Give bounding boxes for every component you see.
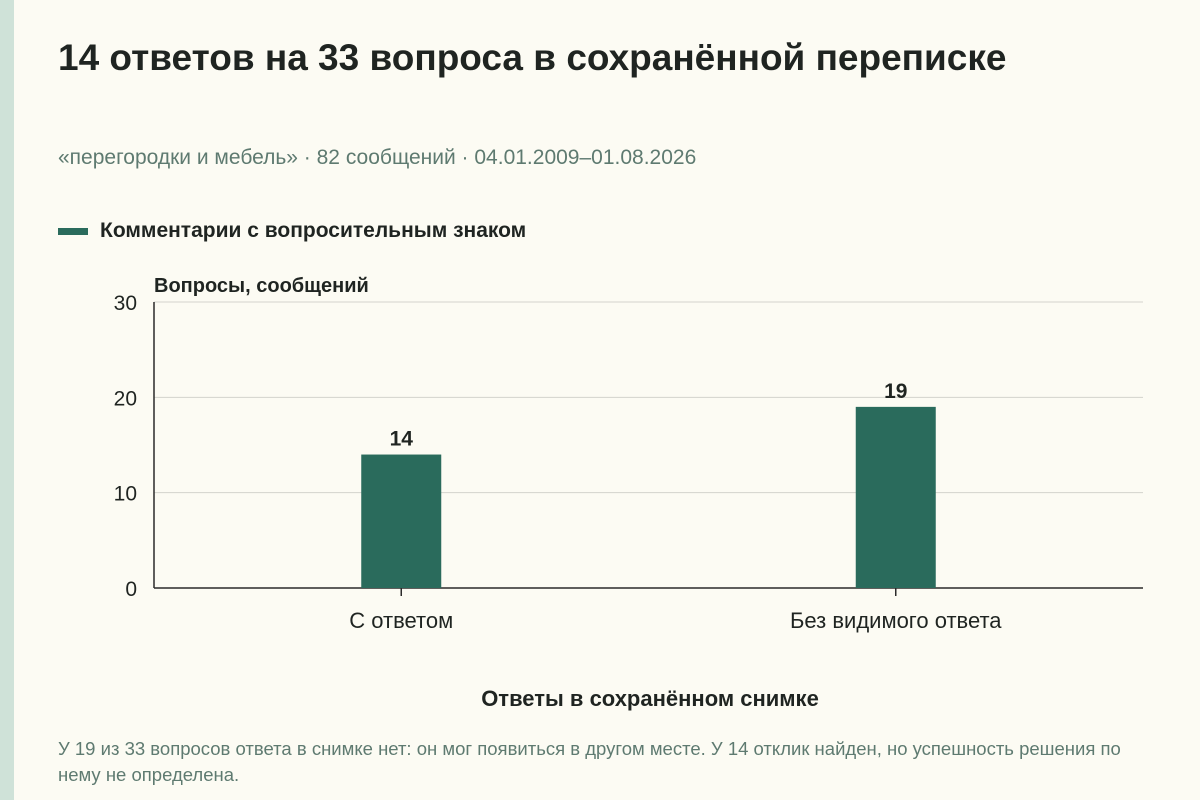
page-title: 14 ответов на 33 вопроса в сохранённой п… <box>58 37 1007 78</box>
bar <box>855 406 936 588</box>
legend-swatch <box>58 227 88 235</box>
y-tick-label: 0 <box>125 578 137 601</box>
x-axis-title: Ответы в сохранённом снимке <box>481 686 819 711</box>
y-tick-label: 20 <box>114 387 137 410</box>
footnote: У 19 из 33 вопросов ответа в снимке нет:… <box>58 738 1121 785</box>
y-tick-label: 30 <box>114 292 137 315</box>
accent-stripe <box>0 0 14 800</box>
x-tick-label: Без видимого ответа <box>790 608 1002 633</box>
subtitle: «перегородки и мебель» · 82 сообщений · … <box>58 146 697 169</box>
bar-value-label: 19 <box>884 380 907 403</box>
legend-label: Комментарии с вопросительным знаком <box>100 219 527 242</box>
bar <box>361 454 442 588</box>
y-tick-label: 10 <box>114 483 137 506</box>
y-axis-title: Вопросы, сообщений <box>154 275 369 297</box>
bar-value-label: 14 <box>390 428 414 451</box>
bar-chart: 0 10 20 30 Вопросы, сообщений 14 С ответом 19 Бе… <box>114 275 1143 633</box>
x-tick-label: С ответом <box>349 608 453 633</box>
legend: Комментарии с вопросительным знаком <box>58 219 526 243</box>
